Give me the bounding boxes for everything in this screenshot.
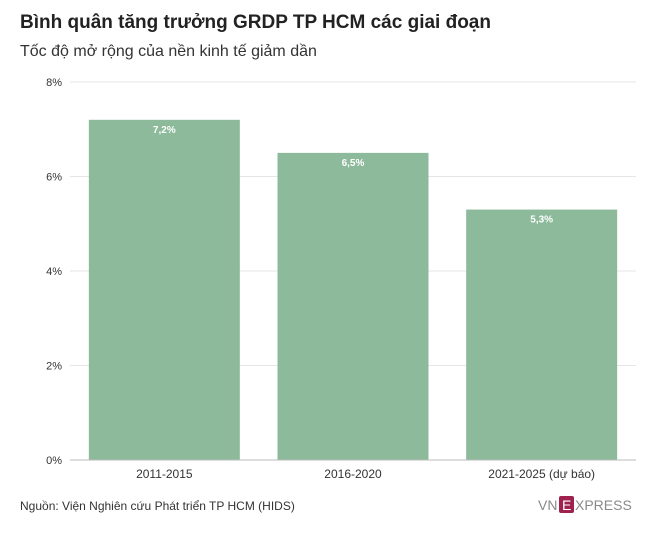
y-tick-label: 8% xyxy=(46,77,62,89)
logo-text-mid: E xyxy=(562,497,571,513)
y-tick-label: 2% xyxy=(46,361,62,373)
x-tick-label: 2021-2025 (dự báo) xyxy=(488,467,595,481)
logo-mark xyxy=(559,496,574,513)
x-tick-label: 2011-2015 xyxy=(136,467,193,481)
bar-chart: 0% 2% 4% 6% 8% 7,2% 2011-2015 6,5% 2016-2020 5,3%… xyxy=(46,77,636,481)
bar xyxy=(466,209,618,460)
vnexpress-logo: VN E XPRESS xyxy=(538,496,632,513)
bar-value-label: 5,3% xyxy=(530,215,553,226)
y-tick-label: 4% xyxy=(46,266,62,278)
y-tick-label: 0% xyxy=(46,455,62,467)
bar xyxy=(88,119,240,461)
bar-value-label: 7,2% xyxy=(153,125,176,136)
chart-title: Bình quân tăng trưởng GRDP TP HCM các gi… xyxy=(20,12,491,33)
logo-text-right: XPRESS xyxy=(575,497,632,513)
bar-value-label: 6,5% xyxy=(342,158,365,169)
source-note: Nguồn: Viện Nghiên cứu Phát triển TP HCM… xyxy=(20,499,295,513)
y-tick-label: 6% xyxy=(46,172,62,184)
bar xyxy=(277,152,429,460)
logo-text-left: VN xyxy=(538,497,557,513)
chart-subtitle: Tốc độ mở rộng của nền kinh tế giảm dần xyxy=(20,43,317,60)
x-tick-label: 2016-2020 xyxy=(324,467,382,481)
